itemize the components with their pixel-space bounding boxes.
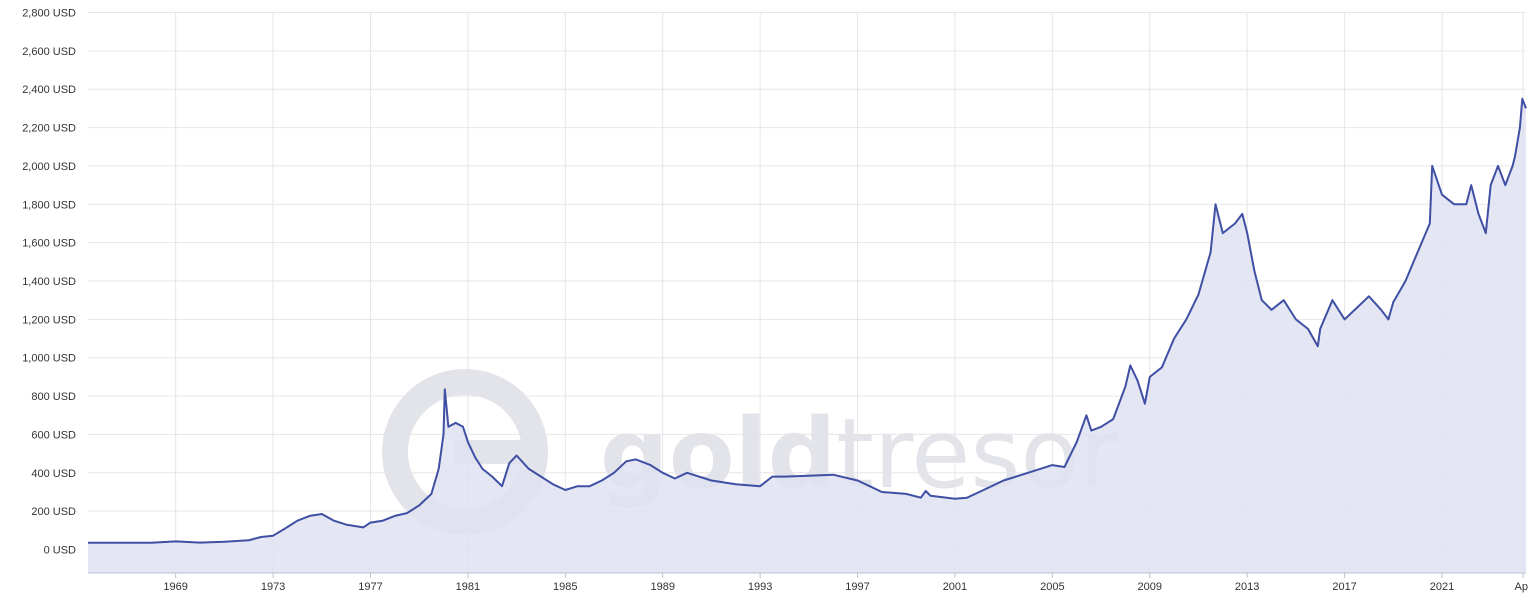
y-tick-label: 1,000 USD xyxy=(22,353,76,365)
x-tick-label: 1997 xyxy=(845,581,869,593)
price-series xyxy=(88,97,1527,574)
y-tick-label: 1,600 USD xyxy=(22,238,76,250)
x-tick-label: 1969 xyxy=(163,581,187,593)
y-tick-label: 2,800 USD xyxy=(22,8,76,20)
x-tick-label: 2021 xyxy=(1430,581,1454,593)
y-tick-label: 1,200 USD xyxy=(22,314,76,326)
y-tick-label: 1,400 USD xyxy=(22,276,76,288)
y-tick-label: 600 USD xyxy=(31,429,76,441)
x-tick-label: 2005 xyxy=(1040,581,1064,593)
price-area xyxy=(88,98,1526,574)
y-tick-label: 2,400 USD xyxy=(22,84,76,96)
y-tick-label: 400 USD xyxy=(31,468,76,480)
x-tick-label: 2001 xyxy=(943,581,967,593)
x-tick-label: 1973 xyxy=(261,581,285,593)
x-tick-label: 1981 xyxy=(456,581,480,593)
y-tick-label: 2,000 USD xyxy=(22,161,76,173)
y-tick-label: 2,600 USD xyxy=(22,46,76,58)
x-tick-label: 1993 xyxy=(748,581,772,593)
x-tick-label: 1989 xyxy=(650,581,674,593)
x-tick-label: Apr xyxy=(1515,581,1528,593)
y-tick-label: 1,800 USD xyxy=(22,199,76,211)
y-tick-label: 200 USD xyxy=(31,506,76,518)
x-tick-label: 2017 xyxy=(1332,581,1356,593)
y-tick-label: 0 USD xyxy=(44,545,76,557)
x-tick-label: 1985 xyxy=(553,581,577,593)
y-tick-label: 2,200 USD xyxy=(22,123,76,135)
price-line xyxy=(88,97,1527,544)
x-tick-label: 1977 xyxy=(358,581,382,593)
x-tick-label: 2013 xyxy=(1235,581,1259,593)
x-tick-label: 2009 xyxy=(1138,581,1162,593)
axes: 0 USD 200 USD 400 USD 600 USD 800 USD 1,000 U… xyxy=(22,8,1528,594)
y-tick-label: 800 USD xyxy=(31,391,76,403)
